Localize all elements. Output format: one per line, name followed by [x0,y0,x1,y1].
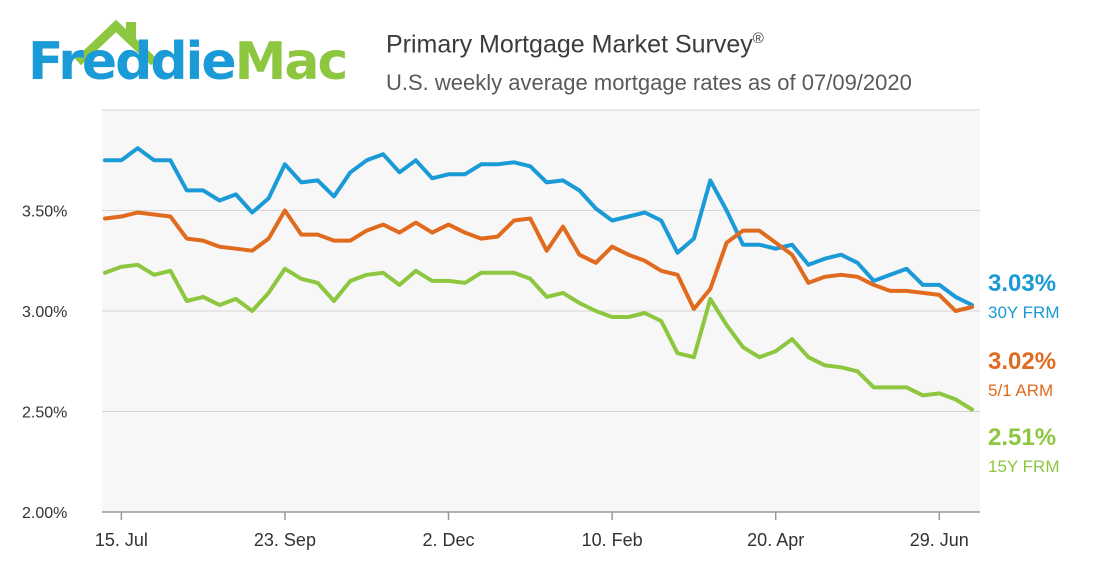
x-tick-label: 15. Jul [95,530,148,550]
logo-part-mac: Mac [234,32,349,92]
x-tick-label: 29. Jun [910,530,969,550]
y-tick-label: 3.50% [22,204,67,221]
series-name-label: 30Y FRM [988,303,1060,322]
y-tick-label: 3.00% [22,304,67,321]
series-line-2 [103,262,974,412]
series-name-label: 5/1 ARM [988,381,1053,400]
logo-wordmark: FreddieMac [28,32,349,92]
freddie-mac-logo [20,18,360,98]
series-line-1 [103,208,974,313]
x-tick-label: 10. Feb [582,530,643,550]
end-value-label: 3.02% [988,348,1056,375]
x-tick-label: 2. Dec [423,530,475,550]
series-lines [103,146,974,412]
end-value-label: 2.51% [988,424,1056,451]
registered-mark: ® [752,30,764,47]
y-tick-label: 2.00% [22,505,67,522]
chart-subtitle: U.S. weekly average mortgage rates as of… [386,70,912,95]
end-value-label: 3.03% [988,270,1056,297]
x-tick-label: 20. Apr [747,530,804,550]
house-roof-icon [74,19,158,66]
y-tick-label: 2.50% [22,405,67,422]
logo-part-freddie: Freddie [28,32,237,92]
chart-title-text: Primary Mortgage Market Survey [386,30,753,59]
x-axis-ticks: 15. Jul 23. Sep 2. Dec 10. Feb 20. Apr 29. Ju… [95,511,980,550]
y-axis-ticks: 2.00% 2.50% 3.00% 3.50% [22,204,67,523]
end-labels: 3.03% 30Y FRM 3.02% 5/1 ARM 2.51% 15Y FRM [988,270,1060,476]
chart-title: Primary Mortgage Market Survey® [386,30,764,59]
series-line-0 [103,146,974,307]
x-tick-label: 23. Sep [254,530,316,550]
series-name-label: 15Y FRM [988,457,1060,476]
